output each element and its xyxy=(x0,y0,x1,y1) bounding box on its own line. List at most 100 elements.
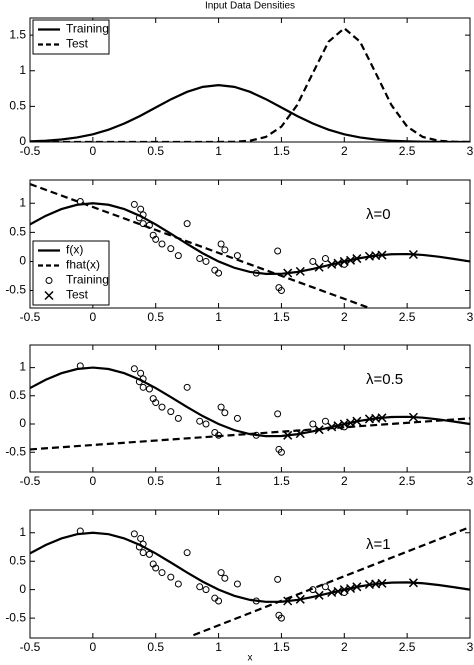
x-tick-label: 1 xyxy=(215,310,222,324)
training-point xyxy=(233,252,241,260)
training-point xyxy=(221,246,229,254)
training-point xyxy=(233,414,241,422)
axes-frame xyxy=(29,179,471,309)
training-point xyxy=(152,235,160,243)
x-tick-label: 2.5 xyxy=(399,640,416,654)
x-tick-label: 2.5 xyxy=(399,144,416,158)
x-tick-label: -0.5 xyxy=(20,310,41,324)
plot-area xyxy=(30,183,470,308)
series-line xyxy=(30,417,470,451)
x-tick-label: 0.5 xyxy=(147,310,164,324)
test-point xyxy=(352,416,362,426)
x-tick-label: 0 xyxy=(90,640,97,654)
x-tick-label: -0.5 xyxy=(20,474,41,488)
plot-area xyxy=(30,26,470,142)
y-tick-label: 1 xyxy=(19,195,26,209)
test-point xyxy=(295,594,305,604)
y-tick-label: 0 xyxy=(19,416,26,430)
training-point xyxy=(174,414,182,422)
x-tick-label: 1 xyxy=(215,474,222,488)
x-tick-label: 0.5 xyxy=(147,640,164,654)
legend-label: Training xyxy=(66,22,109,36)
training-point xyxy=(277,287,285,295)
test-point xyxy=(352,254,362,264)
x-tick-label: 1.5 xyxy=(273,310,290,324)
training-point xyxy=(130,530,138,538)
test-point xyxy=(295,429,305,439)
training-point xyxy=(167,245,175,253)
training-point xyxy=(174,580,182,588)
y-tick-label: 1 xyxy=(19,360,26,374)
legend-label: fhat(x) xyxy=(66,258,100,272)
legend-box xyxy=(32,19,110,55)
y-tick-label: 1 xyxy=(19,525,26,539)
test-point xyxy=(377,250,387,260)
y-tick-label: -0.5 xyxy=(5,283,26,297)
training-point xyxy=(196,417,204,425)
annotation: λ=1 xyxy=(366,536,391,553)
test-point xyxy=(283,596,293,606)
x-axis-label: x xyxy=(248,653,253,664)
training-point xyxy=(274,410,282,418)
training-point xyxy=(309,257,317,265)
y-tick-label: 0.5 xyxy=(9,225,26,239)
training-point xyxy=(217,240,225,248)
training-point xyxy=(217,569,225,577)
training-point xyxy=(321,417,329,425)
y-tick-label: 1.5 xyxy=(9,27,26,41)
training-point xyxy=(196,583,204,591)
x-tick-label: -0.5 xyxy=(20,640,41,654)
training-point xyxy=(309,586,317,594)
training-point xyxy=(137,534,145,542)
training-point xyxy=(139,549,147,557)
y-tick-label: 1 xyxy=(19,63,26,77)
training-point xyxy=(167,573,175,581)
x-tick-label: 1.5 xyxy=(273,144,290,158)
test-point xyxy=(408,412,418,422)
legend-key xyxy=(44,290,54,301)
training-point xyxy=(233,580,241,588)
test-point xyxy=(295,266,305,276)
training-point xyxy=(221,574,229,582)
x-tick-label: 1.5 xyxy=(273,640,290,654)
training-point xyxy=(277,614,285,622)
training-point xyxy=(309,420,317,428)
series-line xyxy=(30,531,470,603)
training-point xyxy=(137,205,145,213)
training-point xyxy=(215,597,223,605)
test-point xyxy=(283,430,293,440)
panel: -0.5 0 0.5 1 1.5 2 2.5 3 -0.5 0 0.5 1 λ=0 f(x)fhat(x)… xyxy=(5,179,474,324)
training-point xyxy=(202,586,210,594)
series-line xyxy=(193,526,470,637)
training-point xyxy=(76,527,84,535)
training-point xyxy=(274,575,282,583)
x-tick-label: 1 xyxy=(215,640,222,654)
test-point xyxy=(377,413,387,423)
training-point xyxy=(217,403,225,411)
training-point xyxy=(152,399,160,407)
x-tick-label: 0 xyxy=(90,310,97,324)
y-tick-label: 0.5 xyxy=(9,388,26,402)
training-point xyxy=(135,378,143,386)
training-point xyxy=(167,408,175,416)
annotation: λ=0.5 xyxy=(366,371,403,388)
y-tick-label: -0.5 xyxy=(5,610,26,624)
plot-area xyxy=(30,362,470,456)
x-tick-label: 1 xyxy=(215,144,222,158)
x-tick-label: 0 xyxy=(90,474,97,488)
training-point xyxy=(158,240,166,248)
x-tick-label: 2.5 xyxy=(399,310,416,324)
test-point xyxy=(283,268,293,278)
y-tick-label: 0 xyxy=(19,134,26,148)
axes-frame xyxy=(29,17,471,143)
training-point xyxy=(221,409,229,417)
x-tick-label: 2 xyxy=(341,640,348,654)
series-line xyxy=(30,183,370,308)
training-point xyxy=(321,255,329,263)
training-point xyxy=(76,362,84,370)
x-tick-label: -0.5 xyxy=(20,144,41,158)
legend-box xyxy=(32,240,110,306)
x-tick-label: 3 xyxy=(467,640,474,654)
